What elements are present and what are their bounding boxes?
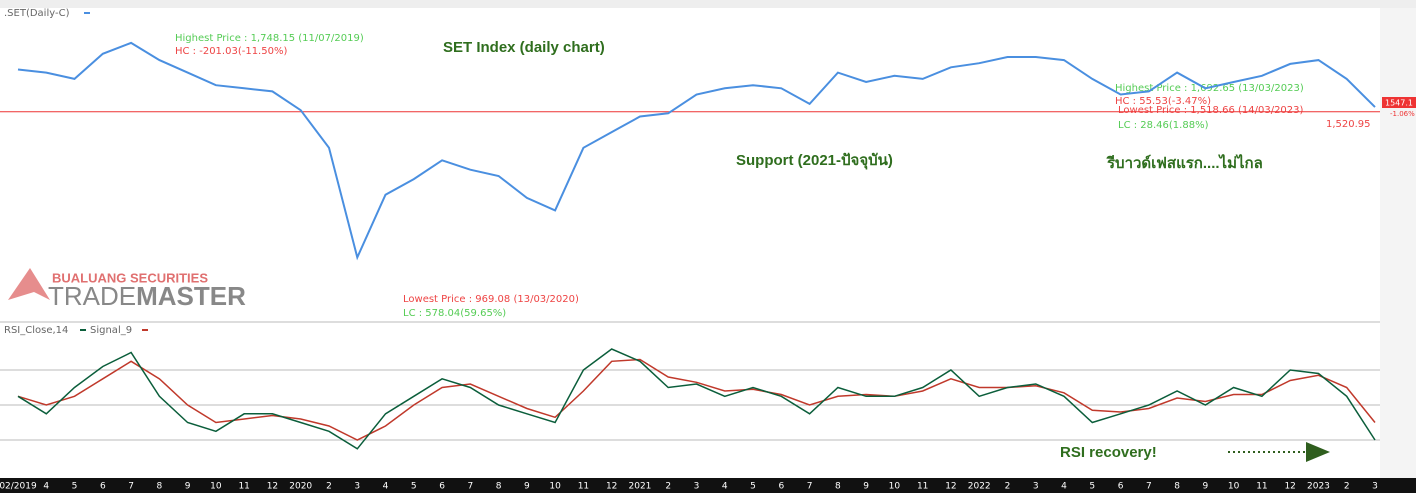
annotation: HC : -201.03(-11.50%) bbox=[175, 46, 287, 57]
annotation: LC : 28.46(1.88%) bbox=[1118, 120, 1209, 131]
x-tick-label: 10 bbox=[210, 482, 222, 492]
price-axis bbox=[1380, 8, 1416, 478]
x-tick-label: 7 bbox=[467, 482, 473, 492]
annotation: Support (2021-ปัจจุบัน) bbox=[736, 152, 893, 170]
x-tick-label: 5 bbox=[750, 482, 756, 492]
x-tick-label: 8 bbox=[835, 482, 841, 492]
x-tick-label: 9 bbox=[524, 482, 530, 492]
x-tick-label: 9 bbox=[185, 482, 191, 492]
x-tick-label: 5 bbox=[72, 482, 78, 492]
x-tick-label: 4 bbox=[383, 482, 389, 492]
x-tick-label: 11 bbox=[917, 482, 928, 492]
change-label: -1.06% bbox=[1390, 110, 1415, 118]
annotation: Highest Price : 1,748.15 (11/07/2019) bbox=[175, 33, 364, 44]
arrow bbox=[1306, 442, 1330, 462]
x-tick-label: 6 bbox=[439, 482, 445, 492]
x-tick-label: 02/2019 bbox=[0, 482, 37, 492]
x-tick-label: 7 bbox=[1146, 482, 1152, 492]
x-tick-label: 12 bbox=[945, 482, 956, 492]
pane-header: RSI_Close,14 bbox=[4, 325, 68, 336]
annotation: RSI recovery! bbox=[1060, 444, 1157, 461]
x-tick-label: 2 bbox=[665, 482, 671, 492]
x-tick-label: 2023 bbox=[1307, 482, 1330, 492]
x-tick-label: 4 bbox=[43, 482, 49, 492]
x-tick-label: 7 bbox=[128, 482, 134, 492]
series-line bbox=[17, 41, 1376, 261]
x-tick-label: 2 bbox=[1005, 482, 1011, 492]
logo-text: TRADE bbox=[48, 281, 136, 311]
x-tick-label: 12 bbox=[606, 482, 617, 492]
x-tick-label: 5 bbox=[1089, 482, 1095, 492]
x-tick-label: 8 bbox=[1174, 482, 1180, 492]
x-tick-label: 3 bbox=[1372, 482, 1378, 492]
annotation: LC : 578.04(59.65%) bbox=[403, 308, 506, 319]
x-tick-label: 11 bbox=[578, 482, 589, 492]
legend-label: Signal_9 bbox=[90, 325, 132, 336]
x-tick-label: 11 bbox=[238, 482, 249, 492]
logo-text: TRADEMASTER bbox=[48, 281, 246, 311]
price-tag-label: 1547.1 bbox=[1385, 99, 1413, 108]
annotation: HC : 55.53(-3.47%) bbox=[1115, 96, 1211, 107]
series-line bbox=[17, 348, 1376, 450]
x-tick-label: 9 bbox=[1203, 482, 1209, 492]
x-tick-label: 10 bbox=[549, 482, 561, 492]
annotation: Lowest Price : 1,518.66 (14/03/2023) bbox=[1118, 105, 1304, 116]
x-tick-label: 7 bbox=[807, 482, 813, 492]
x-tick-label: 6 bbox=[1118, 482, 1124, 492]
x-tick-label: 10 bbox=[889, 482, 901, 492]
time-axis bbox=[0, 478, 1416, 493]
price-tag bbox=[1382, 97, 1416, 108]
x-tick-label: 3 bbox=[354, 482, 360, 492]
toolbar bbox=[0, 0, 1416, 8]
x-tick-label: 9 bbox=[863, 482, 869, 492]
x-tick-label: 10 bbox=[1228, 482, 1240, 492]
x-tick-label: 2022 bbox=[968, 482, 991, 492]
x-tick-label: 12 bbox=[1284, 482, 1295, 492]
annotation: 1,520.95 bbox=[1326, 119, 1371, 130]
annotation: Highest Price : 1,692.65 (13/03/2023) bbox=[1115, 83, 1304, 94]
x-tick-label: 3 bbox=[1033, 482, 1039, 492]
x-tick-label: 3 bbox=[694, 482, 700, 492]
x-tick-label: 2 bbox=[326, 482, 332, 492]
x-tick-label: 8 bbox=[156, 482, 162, 492]
chart-title: SET Index (daily chart) bbox=[443, 39, 605, 56]
logo-text: MASTER bbox=[136, 281, 246, 311]
x-tick-label: 4 bbox=[1061, 482, 1067, 492]
pane-header: .SET(Daily-C) bbox=[4, 8, 70, 19]
x-tick-label: 2020 bbox=[289, 482, 312, 492]
annotation: รีบาวด์เฟสแรก....ไม่ไกล bbox=[1106, 153, 1263, 172]
x-tick-label: 6 bbox=[778, 482, 784, 492]
x-tick-label: 6 bbox=[100, 482, 106, 492]
x-tick-label: 2 bbox=[1344, 482, 1350, 492]
logo-text: BUALUANG SECURITIES bbox=[52, 270, 208, 285]
series-line bbox=[17, 358, 1376, 441]
x-tick-label: 4 bbox=[722, 482, 728, 492]
x-tick-label: 11 bbox=[1256, 482, 1267, 492]
logo-icon bbox=[8, 268, 50, 300]
x-tick-label: 8 bbox=[496, 482, 502, 492]
x-tick-label: 12 bbox=[267, 482, 278, 492]
x-tick-label: 2021 bbox=[629, 482, 652, 492]
x-tick-label: 5 bbox=[411, 482, 417, 492]
annotation: Lowest Price : 969.08 (13/03/2020) bbox=[403, 294, 579, 305]
